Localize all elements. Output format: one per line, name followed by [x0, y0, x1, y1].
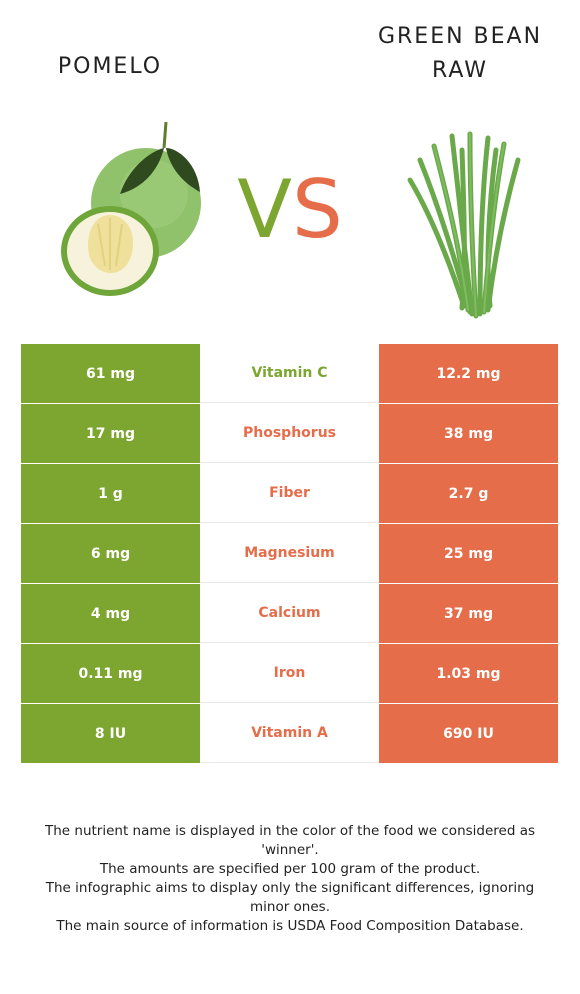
table-row: 0.11 mg Iron 1.03 mg	[21, 644, 558, 703]
table-row: 4 mg Calcium 37 mg	[21, 584, 558, 643]
nutrient-name-cell: Fiber	[200, 464, 379, 523]
pomelo-image	[61, 121, 201, 296]
nutrient-name-cell: Phosphorus	[200, 404, 379, 463]
right-value-cell: 37 mg	[379, 584, 558, 643]
left-food-title: Pomelo	[57, 54, 163, 79]
right-food-title: Green bean raw	[377, 24, 543, 83]
footnote-line: The amounts are specified per 100 gram o…	[99, 861, 481, 877]
nutrient-comparison-table: 61 mg Vitamin C 12.2 mg 17 mg Phosphorus 38 m…	[21, 344, 558, 764]
left-value-cell: 0.11 mg	[21, 644, 200, 703]
table-row: 8 IU Vitamin A 690 IU	[21, 704, 558, 763]
left-value-cell: 61 mg	[21, 344, 200, 403]
right-value-cell: 25 mg	[379, 524, 558, 583]
table-row: 1 g Fiber 2.7 g	[21, 464, 558, 523]
nutrient-name-cell: Vitamin C	[200, 344, 379, 403]
left-value-cell: 4 mg	[21, 584, 200, 643]
left-value-cell: 8 IU	[21, 704, 200, 763]
footnote-line: The main source of information is USDA F…	[56, 918, 524, 934]
nutrient-name-cell: Calcium	[200, 584, 379, 643]
left-value-cell: 17 mg	[21, 404, 200, 463]
right-value-cell: 1.03 mg	[379, 644, 558, 703]
right-value-cell: 690 IU	[379, 704, 558, 763]
footnote: The nutrient name is displayed in the co…	[40, 822, 540, 936]
green-beans-image	[407, 131, 521, 319]
right-value-cell: 12.2 mg	[379, 344, 558, 403]
left-value-cell: 1 g	[21, 464, 200, 523]
footnote-line: The infographic aims to display only the…	[45, 880, 535, 915]
table-row: 6 mg Magnesium 25 mg	[21, 524, 558, 583]
right-value-cell: 2.7 g	[379, 464, 558, 523]
vs-label: VS	[237, 163, 343, 256]
footnote-line: The nutrient name is displayed in the co…	[44, 823, 536, 858]
nutrient-name-cell: Vitamin A	[200, 704, 379, 763]
nutrient-name-cell: Magnesium	[200, 524, 379, 583]
nutrient-name-cell: Iron	[200, 644, 379, 703]
table-row: 61 mg Vitamin C 12.2 mg	[21, 344, 558, 403]
left-value-cell: 6 mg	[21, 524, 200, 583]
table-row: 17 mg Phosphorus 38 mg	[21, 404, 558, 463]
right-value-cell: 38 mg	[379, 404, 558, 463]
